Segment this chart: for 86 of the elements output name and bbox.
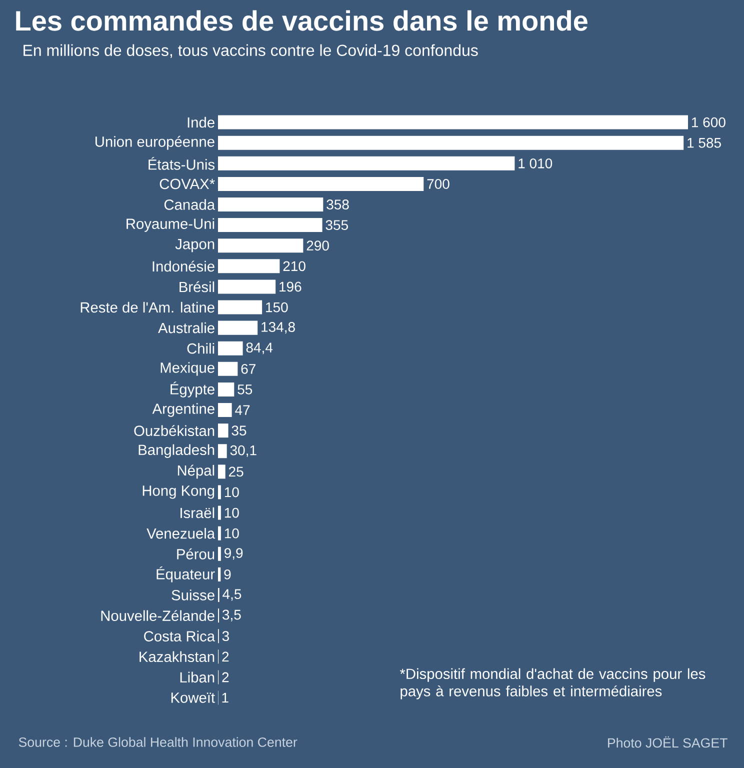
bar bbox=[218, 506, 221, 520]
y-tick-label: Indonésie bbox=[152, 260, 214, 272]
y-tick-label: Chili bbox=[187, 342, 214, 354]
source-note: Source : Duke Global Health Innovation Center bbox=[18, 737, 298, 747]
y-tick-label: États-Unis bbox=[148, 156, 215, 170]
y-tick-label: Suisse bbox=[172, 590, 214, 600]
bar bbox=[218, 444, 227, 458]
y-tick-label: COVAX* bbox=[160, 178, 215, 190]
y-tick-label: Népal bbox=[178, 464, 214, 479]
y-tick-label: Brésil bbox=[180, 281, 214, 292]
bar bbox=[218, 320, 258, 335]
bar bbox=[218, 280, 276, 294]
data-label: 9 bbox=[224, 569, 231, 580]
data-label: 10 bbox=[224, 508, 239, 518]
data-label: 134,8 bbox=[262, 322, 295, 334]
y-tick-label: Reste de l'Am. latine bbox=[80, 302, 214, 313]
bar bbox=[218, 136, 684, 150]
data-label: 358 bbox=[326, 200, 349, 210]
data-label: 700 bbox=[427, 179, 450, 189]
bar bbox=[218, 362, 238, 376]
y-tick-label: Canada bbox=[164, 199, 216, 210]
y-tick-label: Argentine bbox=[152, 403, 214, 417]
data-label: 10 bbox=[224, 528, 239, 538]
data-label: 1 bbox=[222, 692, 228, 703]
y-tick-label: Union européenne bbox=[96, 136, 214, 150]
data-label: 35 bbox=[232, 426, 246, 436]
data-label: 4,5 bbox=[222, 589, 242, 601]
data-label: 3,5 bbox=[222, 610, 241, 622]
data-label: 290 bbox=[306, 240, 329, 251]
data-label: 2 bbox=[222, 652, 229, 662]
bar bbox=[218, 238, 304, 253]
data-label: 1 010 bbox=[518, 158, 552, 168]
bar bbox=[218, 546, 221, 561]
data-label: 2 bbox=[222, 672, 229, 682]
y-tick-label: Koweït bbox=[171, 692, 215, 703]
y-tick-label: Liban bbox=[180, 672, 214, 683]
y-tick-label: Pérou bbox=[177, 548, 214, 560]
y-tick-label: Équateur bbox=[156, 566, 215, 582]
data-label: 47 bbox=[235, 405, 250, 415]
y-tick-label: Mexique bbox=[160, 362, 214, 376]
data-label: 1 600 bbox=[692, 117, 726, 128]
bar bbox=[218, 526, 221, 540]
y-tick-label: Hong Kong bbox=[142, 486, 214, 499]
data-label: 25 bbox=[228, 466, 244, 477]
bar bbox=[218, 218, 322, 232]
data-label: 67 bbox=[241, 364, 256, 374]
y-tick-label: Bangladesh bbox=[138, 444, 214, 458]
y-tick-label: Royaume-Uni bbox=[126, 218, 214, 232]
data-label: 355 bbox=[326, 220, 348, 230]
bar bbox=[218, 424, 228, 438]
data-label: 9,9 bbox=[224, 548, 243, 560]
annotation: *Dispositif mondial d'achat de vaccins pour les pays à revenus faibles et intermédiaires bbox=[400, 668, 706, 700]
bar bbox=[218, 259, 280, 274]
y-tick-label: Japon bbox=[175, 239, 214, 252]
bar bbox=[218, 300, 262, 314]
y-tick-label: Venezuela bbox=[146, 528, 216, 539]
y-tick-label: Israël bbox=[180, 507, 214, 518]
bar bbox=[218, 341, 243, 356]
bar bbox=[218, 176, 424, 191]
text: Photo JOËL SAGET bbox=[608, 736, 728, 748]
bar bbox=[218, 567, 221, 582]
chart-subtitle: En millions de doses, tous vaccins contre le Covid-19 confondus bbox=[24, 44, 478, 58]
chart-title: Les commandes de vaccins dans le monde bbox=[16, 10, 588, 31]
data-label: 84,4 bbox=[246, 342, 273, 354]
data-label: 196 bbox=[280, 282, 302, 292]
bar bbox=[218, 198, 324, 212]
data-label: 150 bbox=[266, 302, 288, 312]
y-tick-label: Inde bbox=[188, 116, 214, 128]
data-label: 10 bbox=[224, 487, 239, 498]
bar bbox=[218, 382, 234, 396]
bar bbox=[218, 115, 688, 130]
data-label: 3 bbox=[222, 631, 229, 642]
y-tick-label: Égypte bbox=[170, 382, 214, 398]
bar bbox=[218, 403, 232, 418]
y-tick-label: Australie bbox=[158, 322, 214, 334]
y-tick-label: Kazakhstan bbox=[140, 651, 214, 662]
bar bbox=[218, 485, 221, 500]
bar bbox=[218, 156, 515, 170]
y-tick-label: Ouzbékistan bbox=[134, 425, 214, 436]
y-tick-label: Costa Rica bbox=[144, 630, 216, 642]
bar bbox=[218, 464, 226, 479]
data-label: 210 bbox=[283, 261, 306, 272]
data-label: 30,1 bbox=[230, 445, 256, 457]
data-label: 1 585 bbox=[688, 138, 721, 148]
data-label: 55 bbox=[238, 384, 252, 394]
y-tick-label: Nouvelle-Zélande bbox=[101, 610, 214, 622]
